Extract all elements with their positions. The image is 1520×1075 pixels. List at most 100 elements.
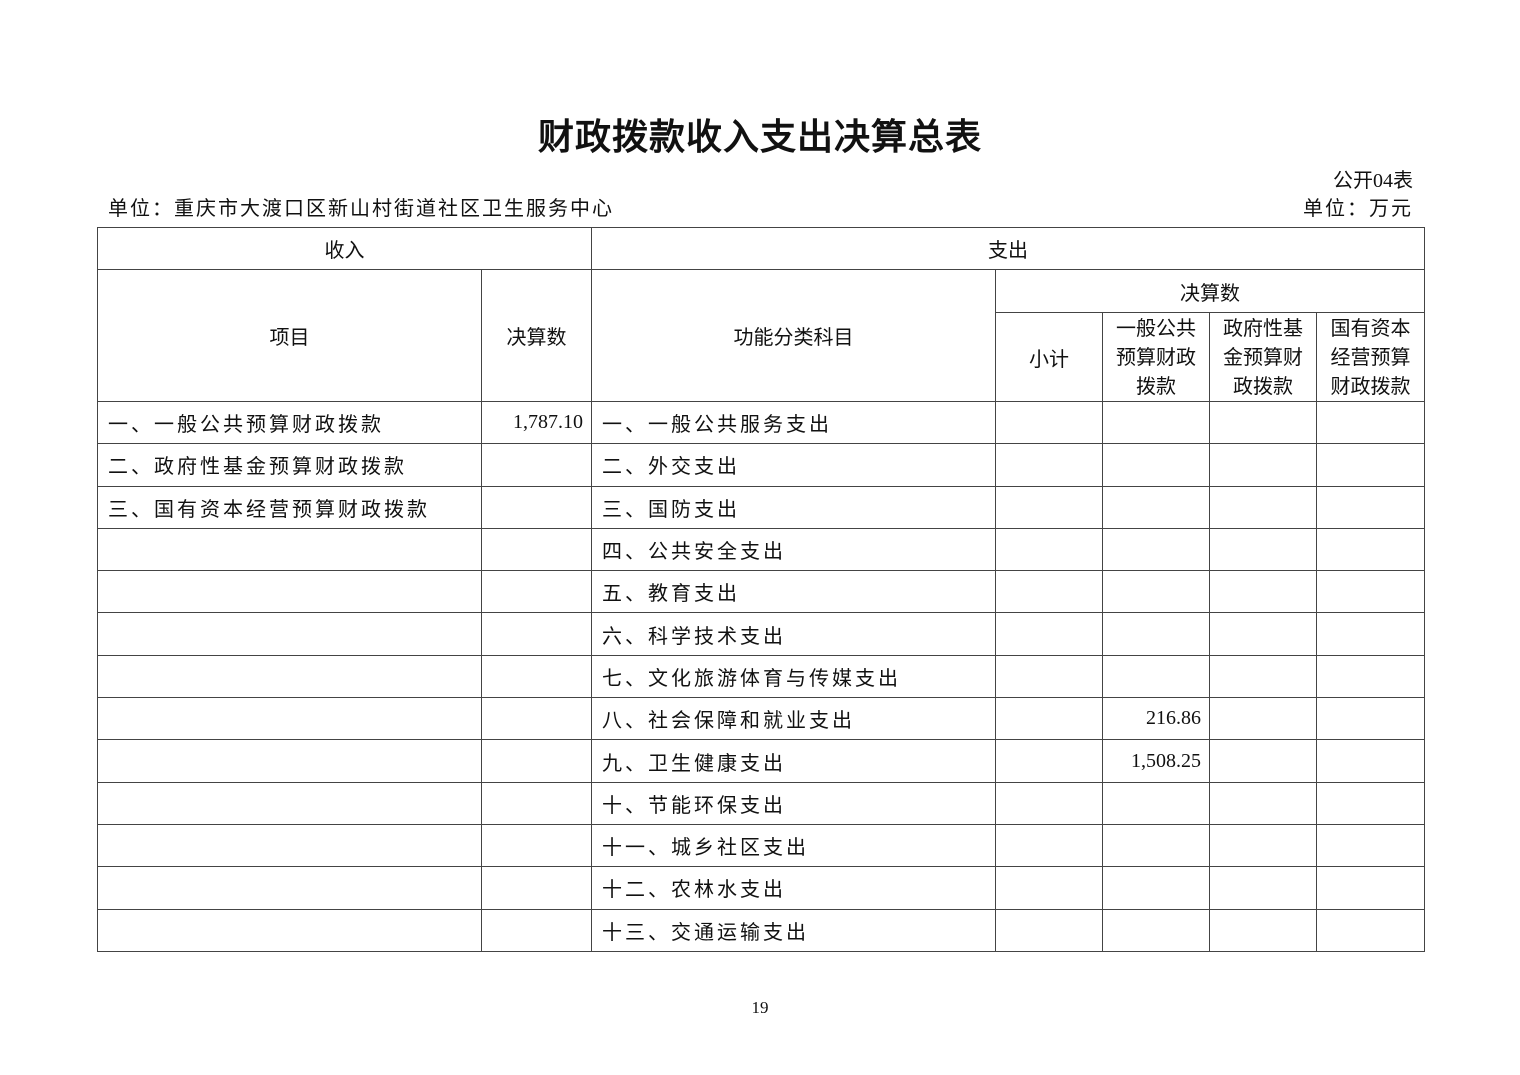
table-row: 一、一般公共预算财政拨款 1,787.10 一、一般公共服务支出 — [97, 400, 1426, 445]
table-row: 十二、农林水支出 — [97, 866, 1426, 910]
cell-income-item: 一、一般公共预算财政拨款 — [97, 400, 482, 445]
form-number: 公开04表 — [1333, 170, 1413, 192]
organization-unit: 单位：重庆市大渡口区新山村街道社区卫生服务中心 — [108, 198, 614, 220]
cell-fund — [1209, 908, 1317, 952]
cell-expense-item: 三、国防支出 — [591, 485, 996, 529]
cell-state-capital — [1315, 823, 1426, 868]
cell-expense-item: 七、文化旅游体育与传媒支出 — [591, 654, 996, 699]
page-title: 财政拨款收入支出决算总表 — [537, 117, 982, 158]
cell-income-item — [97, 527, 482, 572]
cell-general — [1102, 908, 1210, 952]
cell-expense-item: 五、教育支出 — [591, 570, 996, 614]
cell-income-amount — [481, 739, 592, 783]
table-row: 十一、城乡社区支出 — [97, 823, 1426, 868]
cell-subtotal — [995, 443, 1103, 487]
cell-general: 1,508.25 — [1102, 739, 1210, 783]
cell-subtotal — [995, 612, 1103, 656]
cell-income-amount — [481, 908, 592, 952]
cell-fund — [1209, 654, 1317, 699]
header-fund: 政府性基金预算财政拨款 — [1209, 312, 1317, 402]
cell-expense-item: 六、科学技术支出 — [591, 612, 996, 656]
cell-income-item — [97, 781, 482, 825]
cell-income-amount — [481, 654, 592, 699]
cell-subtotal — [995, 570, 1103, 614]
cell-expense-item: 九、卫生健康支出 — [591, 739, 996, 783]
cell-income-item: 三、国有资本经营预算财政拨款 — [97, 485, 482, 529]
cell-expense-item: 十三、交通运输支出 — [591, 908, 996, 952]
cell-state-capital — [1315, 908, 1426, 952]
cell-expense-item: 十一、城乡社区支出 — [591, 823, 996, 868]
page-number: 19 — [751, 998, 769, 1017]
cell-general — [1102, 654, 1210, 699]
cell-fund — [1209, 739, 1317, 783]
cell-fund — [1209, 485, 1317, 529]
cell-income-item — [97, 654, 482, 699]
cell-income-amount — [481, 823, 592, 868]
cell-income-item: 二、政府性基金预算财政拨款 — [97, 443, 482, 487]
cell-general — [1102, 443, 1210, 487]
cell-subtotal — [995, 654, 1103, 699]
cell-state-capital — [1315, 570, 1426, 614]
header-subtotal: 小计 — [995, 312, 1103, 402]
table-row: 八、社会保障和就业支出 216.86 — [97, 697, 1426, 741]
cell-income-item — [97, 866, 482, 910]
cell-general: 216.86 — [1102, 697, 1210, 741]
cell-general — [1102, 866, 1210, 910]
cell-expense-item: 八、社会保障和就业支出 — [591, 697, 996, 741]
cell-general — [1102, 612, 1210, 656]
cell-subtotal — [995, 527, 1103, 572]
cell-income-item — [97, 697, 482, 741]
cell-state-capital — [1315, 527, 1426, 572]
cell-income-amount — [481, 612, 592, 656]
cell-income-amount — [481, 570, 592, 614]
cell-expense-item: 四、公共安全支出 — [591, 527, 996, 572]
table-row: 十、节能环保支出 — [97, 781, 1426, 825]
header-state-capital: 国有资本经营预算财政拨款 — [1315, 312, 1426, 402]
budget-table: 收入 支出 项目 决算数 功能分类科目 决算数 小计 一般公共预算财政拨款 政府… — [97, 227, 1426, 952]
header-income-amount: 决算数 — [481, 269, 592, 402]
cell-general — [1102, 485, 1210, 529]
cell-state-capital — [1315, 400, 1426, 445]
cell-general — [1102, 527, 1210, 572]
table-row: 五、教育支出 — [97, 570, 1426, 614]
cell-subtotal — [995, 485, 1103, 529]
cell-state-capital — [1315, 781, 1426, 825]
cell-fund — [1209, 697, 1317, 741]
cell-fund — [1209, 527, 1317, 572]
cell-income-amount — [481, 443, 592, 487]
cell-general — [1102, 400, 1210, 445]
cell-subtotal — [995, 866, 1103, 910]
currency-unit: 单位：万元 — [1303, 198, 1413, 220]
cell-expense-item: 二、外交支出 — [591, 443, 996, 487]
cell-income-amount — [481, 866, 592, 910]
cell-subtotal — [995, 739, 1103, 783]
cell-subtotal — [995, 908, 1103, 952]
header-item: 项目 — [97, 269, 482, 402]
cell-expense-item: 一、一般公共服务支出 — [591, 400, 996, 445]
header-general: 一般公共预算财政拨款 — [1102, 312, 1210, 402]
header-function-category: 功能分类科目 — [591, 269, 996, 402]
cell-state-capital — [1315, 654, 1426, 699]
cell-general — [1102, 781, 1210, 825]
cell-income-amount — [481, 527, 592, 572]
cell-income-amount — [481, 781, 592, 825]
cell-fund — [1209, 612, 1317, 656]
cell-fund — [1209, 781, 1317, 825]
cell-income-item — [97, 908, 482, 952]
cell-state-capital — [1315, 739, 1426, 783]
table-row: 四、公共安全支出 — [97, 527, 1426, 572]
table-row: 六、科学技术支出 — [97, 612, 1426, 656]
cell-fund — [1209, 400, 1317, 445]
cell-income-amount — [481, 485, 592, 529]
cell-income-item — [97, 823, 482, 868]
table-row: 十三、交通运输支出 — [97, 908, 1426, 952]
cell-fund — [1209, 823, 1317, 868]
cell-expense-item: 十、节能环保支出 — [591, 781, 996, 825]
cell-general — [1102, 570, 1210, 614]
cell-fund — [1209, 866, 1317, 910]
cell-expense-item: 十二、农林水支出 — [591, 866, 996, 910]
cell-income-item — [97, 739, 482, 783]
cell-subtotal — [995, 823, 1103, 868]
cell-state-capital — [1315, 866, 1426, 910]
cell-subtotal — [995, 400, 1103, 445]
